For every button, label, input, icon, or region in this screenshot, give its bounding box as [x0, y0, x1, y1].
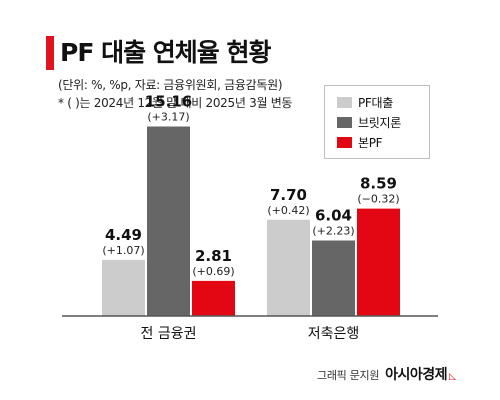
value-label-pf-loan-1: 4.49 [105, 226, 142, 244]
legend: PF대출 브릿지론 본PF [324, 85, 430, 159]
legend-label-pf-loan: PF대출 [358, 95, 394, 110]
change-label-main-pf-2: (−0.32) [357, 193, 399, 206]
change-label-bridge-loan-2: (+2.23) [312, 225, 354, 238]
change-label-bridge-loan-1: (+3.17) [147, 111, 189, 124]
change-label-pf-loan-2: (+0.42) [267, 204, 309, 217]
brand-logo: 아시아경제 [385, 367, 448, 383]
category-label-2: 저축은행 [308, 326, 360, 342]
title-accent-bar [46, 36, 54, 70]
chart-title: PF 대출 연체율 현황 [60, 38, 272, 67]
brand-mark-icon: ◺ [449, 372, 456, 382]
graphic-credit: 그래픽 문지원 [317, 369, 380, 382]
legend-label-main-pf: 본PF [358, 135, 383, 150]
legend-swatch-bridge-loan [337, 116, 352, 128]
value-label-bridge-loan-2: 6.04 [315, 207, 352, 225]
legend-item-pf-loan: PF대출 [337, 93, 393, 111]
change-label-main-pf-1: (+0.69) [192, 265, 234, 278]
credit-line: 그래픽 문지원 아시아경제 ◺ [317, 364, 456, 384]
value-label-main-pf-2: 8.59 [360, 175, 397, 193]
value-label-bridge-loan-1: 15.16 [145, 93, 192, 111]
change-label-pf-loan-1: (+1.07) [102, 244, 144, 257]
value-label-pf-loan-2: 7.70 [270, 186, 307, 204]
bar-main-pf-2 [357, 208, 400, 316]
bar-bridge-loan-1 [147, 126, 190, 316]
bar-main-pf-1 [192, 280, 235, 316]
legend-swatch-main-pf [337, 136, 352, 148]
change-note: * ( )는 2024년 12월 말 대비 2025년 3월 변동 [58, 96, 293, 110]
bar-bridge-loan-2 [312, 240, 355, 316]
bar-pf-loan-1 [102, 259, 145, 316]
value-label-main-pf-1: 2.81 [195, 247, 232, 265]
legend-item-bridge-loan: 브릿지론 [337, 113, 401, 131]
legend-swatch-pf-loan [337, 96, 352, 108]
unit-source-note: (단위: %, %p, 자료: 금융위원회, 금융감독원) [58, 78, 283, 92]
legend-item-main-pf: 본PF [337, 133, 383, 151]
legend-label-bridge-loan: 브릿지론 [358, 115, 401, 130]
category-label-1: 전 금융권 [141, 326, 197, 342]
bar-pf-loan-2 [267, 219, 310, 316]
